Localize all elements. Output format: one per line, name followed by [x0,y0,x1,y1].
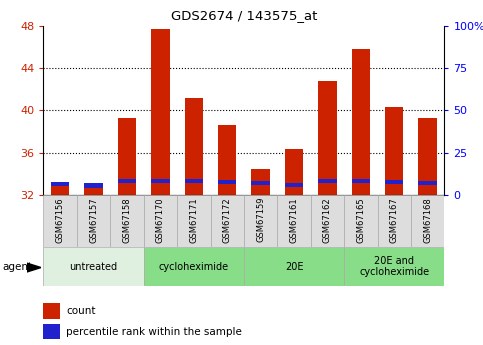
Bar [252,168,270,195]
Bar [285,149,303,195]
Text: GSM67156: GSM67156 [56,197,65,243]
Bar [352,179,370,183]
Bar [418,181,437,185]
Bar [118,179,136,183]
Bar [43,303,60,319]
FancyBboxPatch shape [344,247,444,286]
Text: untreated: untreated [70,262,118,272]
FancyBboxPatch shape [77,195,110,247]
Bar [85,183,103,188]
FancyBboxPatch shape [277,195,311,247]
Text: GSM67158: GSM67158 [123,197,131,243]
Polygon shape [27,263,41,272]
Text: GSM67170: GSM67170 [156,197,165,243]
Text: count: count [66,306,96,316]
FancyBboxPatch shape [344,195,378,247]
Bar [51,182,70,195]
Bar [185,179,203,183]
FancyBboxPatch shape [311,195,344,247]
Text: GSM67157: GSM67157 [89,197,98,243]
FancyBboxPatch shape [43,247,144,286]
FancyBboxPatch shape [244,247,344,286]
Text: 20E and
cycloheximide: 20E and cycloheximide [359,256,429,277]
FancyBboxPatch shape [110,195,144,247]
Bar [51,182,70,187]
Bar [185,98,203,195]
Bar [318,81,337,195]
Text: percentile rank within the sample: percentile rank within the sample [66,327,242,337]
Text: GSM67161: GSM67161 [289,197,298,243]
Text: GSM67167: GSM67167 [390,197,399,243]
FancyBboxPatch shape [378,195,411,247]
FancyBboxPatch shape [177,195,211,247]
Text: GSM67165: GSM67165 [356,197,365,243]
Bar [318,179,337,183]
FancyBboxPatch shape [211,195,244,247]
Text: GSM67168: GSM67168 [423,197,432,243]
FancyBboxPatch shape [43,195,77,247]
Bar [385,180,403,184]
Bar [218,125,236,195]
Text: cycloheximide: cycloheximide [159,262,229,272]
Text: agent: agent [2,263,32,272]
Bar [151,29,170,195]
FancyBboxPatch shape [244,195,277,247]
Text: GSM67172: GSM67172 [223,197,232,243]
Bar [285,183,303,187]
Text: GSM67162: GSM67162 [323,197,332,243]
Bar [43,324,60,339]
FancyBboxPatch shape [144,247,244,286]
Text: GSM67159: GSM67159 [256,197,265,243]
Text: 20E: 20E [285,262,303,272]
Bar [385,107,403,195]
Bar [252,181,270,185]
Bar [418,118,437,195]
Bar [85,183,103,195]
Bar [218,180,236,184]
Text: GSM67171: GSM67171 [189,197,199,243]
Bar [151,179,170,183]
Bar [352,49,370,195]
FancyBboxPatch shape [411,195,444,247]
Text: GDS2674 / 143575_at: GDS2674 / 143575_at [170,9,317,22]
FancyBboxPatch shape [144,195,177,247]
Bar [118,118,136,195]
